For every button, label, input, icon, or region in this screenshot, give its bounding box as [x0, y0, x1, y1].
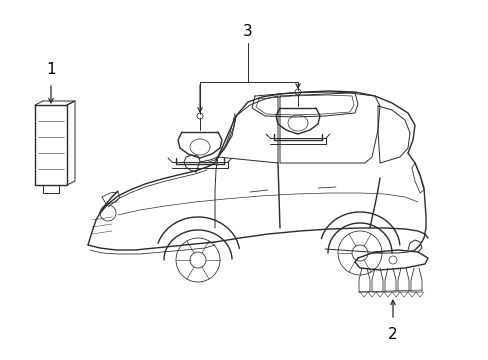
Text: 3: 3: [243, 24, 252, 39]
Text: 1: 1: [46, 62, 56, 77]
Text: 2: 2: [387, 327, 397, 342]
